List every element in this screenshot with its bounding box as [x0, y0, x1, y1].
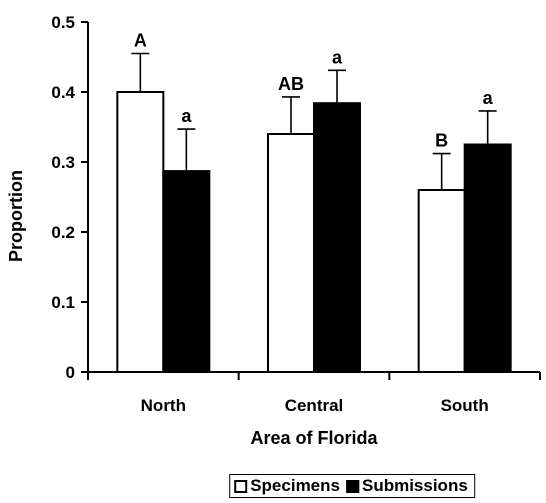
legend-item-submissions: Submissions: [345, 476, 468, 496]
significance-label: a: [332, 47, 343, 67]
y-tick-label: 0.2: [51, 223, 75, 242]
significance-label: AB: [278, 74, 304, 94]
y-axis-title: Proportion: [6, 170, 26, 262]
significance-label: B: [435, 131, 448, 151]
bar: [162, 170, 211, 373]
y-tick-label: 0.5: [51, 13, 75, 32]
bars: [116, 91, 512, 373]
legend-swatch-specimens: [234, 479, 248, 493]
y-tick-label: 0.3: [51, 153, 75, 172]
significance-label: A: [134, 31, 147, 51]
bar: [313, 102, 361, 373]
y-tick-label: 0.4: [51, 83, 75, 102]
x-axis-ticks: North Central South: [87, 372, 541, 415]
significance-labels: Aa AB a Ba: [134, 31, 494, 151]
y-axis-ticks: 0 0.1 0.2 0.3 0.4 0.5: [51, 13, 88, 382]
legend-label-specimens: Specimens: [250, 476, 340, 495]
x-axis-title: Area of Florida: [250, 428, 378, 448]
bar: [116, 91, 165, 373]
significance-label: a: [181, 106, 192, 126]
y-tick-label: 0: [66, 363, 75, 382]
bar: [267, 133, 315, 373]
x-tick-label: South: [441, 396, 489, 415]
significance-label: a: [483, 88, 494, 108]
bar: [417, 189, 466, 373]
bar: [463, 143, 512, 373]
error-bars: [131, 52, 497, 190]
legend-label-submissions: Submissions: [361, 476, 468, 495]
y-tick-label: 0.1: [51, 293, 75, 312]
legend-swatch-submissions: [345, 479, 359, 493]
x-tick-label: North: [141, 396, 186, 415]
legend-item-specimens: Specimens: [234, 476, 340, 496]
legend: Specimens Submissions: [229, 474, 475, 498]
x-tick-label: Central: [285, 396, 344, 415]
